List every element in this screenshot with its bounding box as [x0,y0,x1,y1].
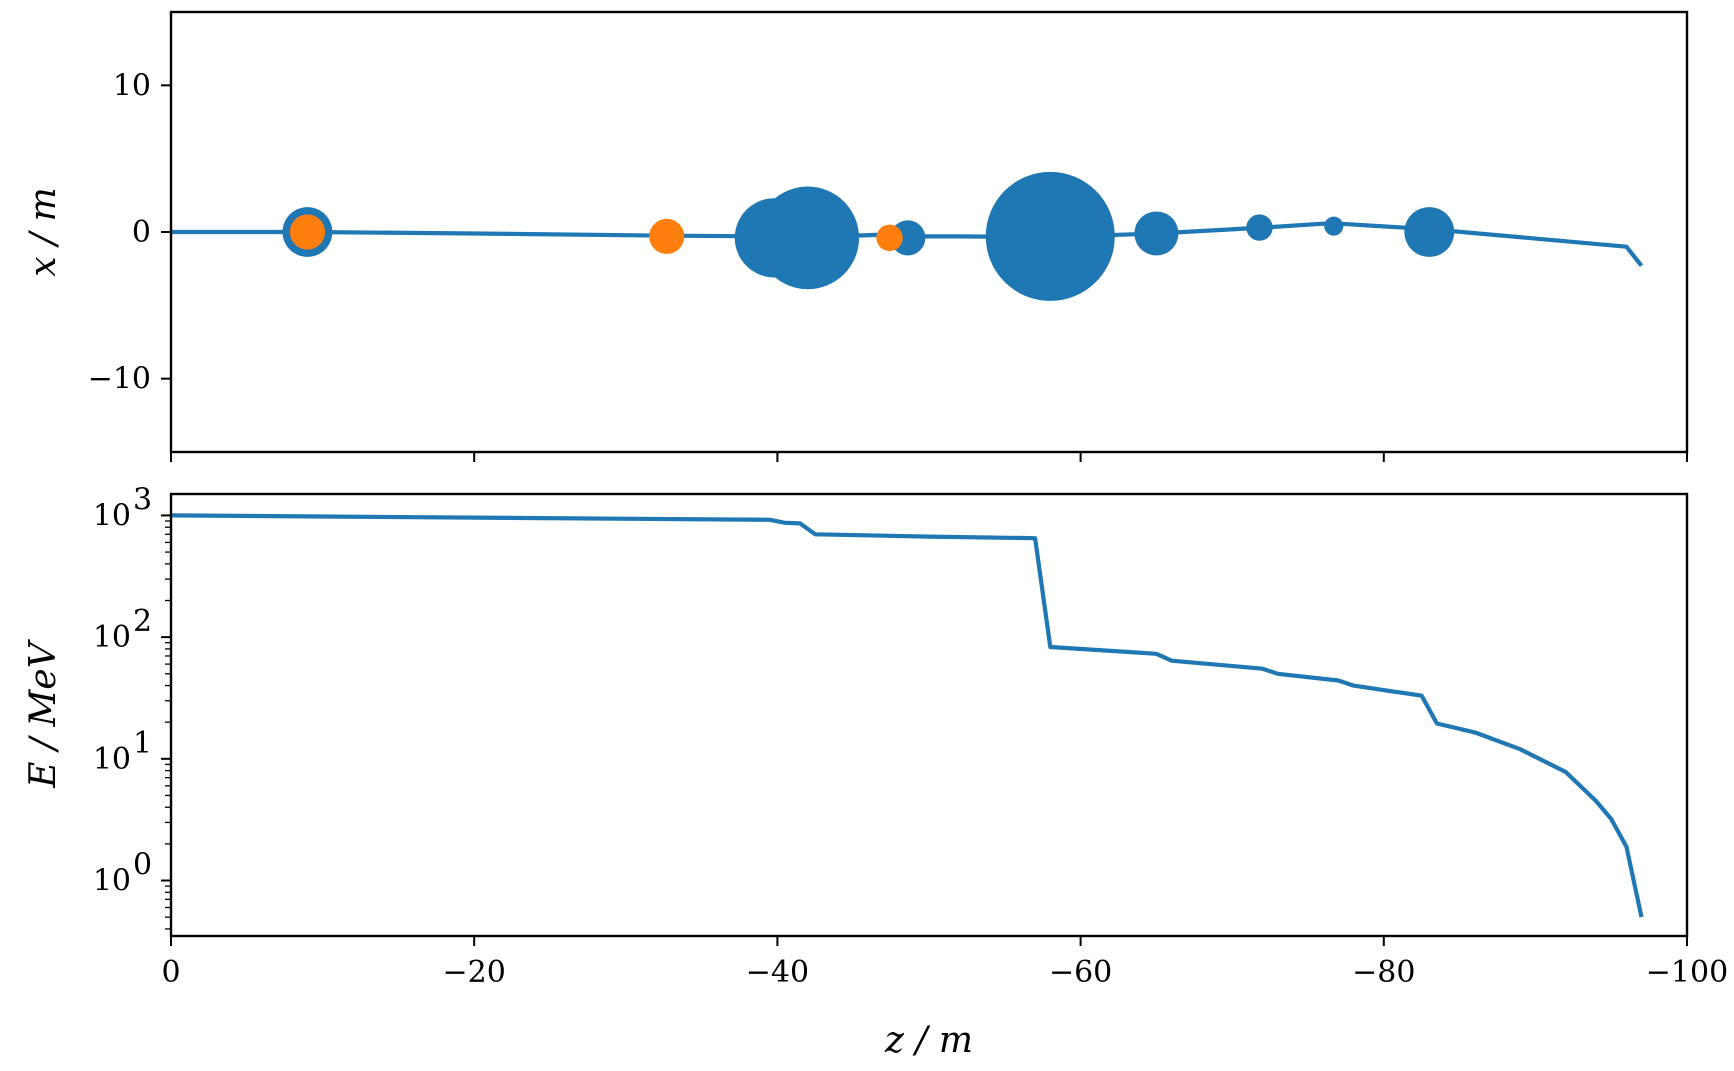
top-panel: 10 0 −10 x / m [23,10,1689,462]
bottom-y-axis-label: E / MeV [23,638,64,788]
bottom-y-tick-exponent-0: 0 [133,848,152,883]
bottom-x-tick-label-1: −20 [443,955,506,990]
top-markers-overlay [289,214,903,254]
bottom-x-tick-label-4: −80 [1352,955,1415,990]
top-y-axis-label: x / m [23,187,64,276]
top-marker-1 [289,214,326,250]
top-y-tick-label-0: 10 [113,68,151,103]
top-marker-11 [1404,207,1455,257]
top-marker-2 [649,218,685,254]
bottom-x-tick-label-3: −60 [1049,955,1112,990]
bottom-y-tick-label-2: 10 [93,620,131,655]
top-trajectory-line [171,221,1644,268]
bottom-y-tick-label-3: 10 [93,498,131,533]
bottom-y-tick-exponent-1: 1 [133,726,152,761]
bottom-y-tick-exponent-3: 3 [133,482,152,517]
bottom-x-tick-label-2: −40 [746,955,809,990]
bottom-x-tick-label-5: −100 [1646,955,1728,990]
top-marker-10 [1324,216,1344,236]
bottom-y-tick-label-1: 10 [93,742,131,777]
top-ticks: 10 0 −10 [88,68,1688,462]
bottom-energy-line [170,513,1644,918]
top-y-tick-label-2: −10 [88,362,151,397]
bottom-y-tick-label-0: 10 [93,864,131,899]
top-y-tick-label-1: 0 [132,215,151,250]
bottom-x-tick-label-0: 0 [161,955,180,990]
bottom-y-tick-exponent-2: 2 [133,604,152,639]
top-plot-frame [169,10,1689,454]
top-marker-5 [876,224,903,252]
bottom-plot-frame [169,492,1689,938]
x-axis-label: z / m [884,1020,973,1061]
